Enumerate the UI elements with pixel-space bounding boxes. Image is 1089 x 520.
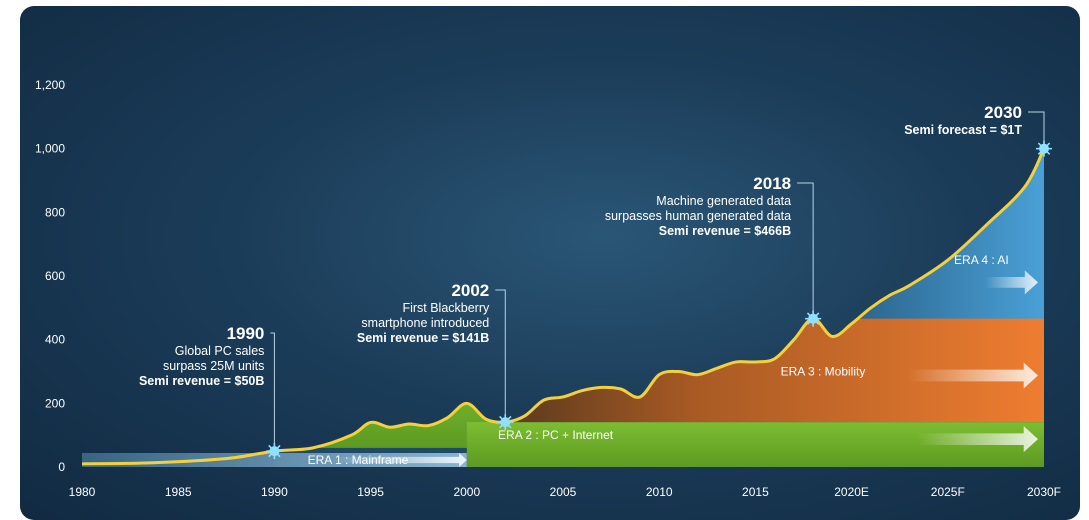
y-tick-label: 0 — [58, 460, 65, 474]
semiconductor-revenue-chart: ERA 1 : Mainframe ERA 2 : PC + Internet ER… — [35, 78, 1061, 499]
x-tick-label: 1990 — [261, 485, 288, 499]
annotation-year: 2030 — [984, 103, 1022, 122]
annotation-revenue: Semi forecast = $1T — [904, 123, 1022, 137]
era-arrow-4 — [332, 453, 467, 467]
leader-line — [1028, 111, 1045, 143]
x-tick-label: 2025F — [931, 485, 965, 499]
era-arrow-2 — [908, 362, 1038, 389]
x-tick-label: 1980 — [69, 485, 96, 499]
y-tick-label: 400 — [45, 333, 65, 347]
era-4-fill — [813, 148, 1044, 319]
area-under-curve — [274, 148, 1044, 467]
marker-ray — [499, 415, 512, 429]
era-arrow-1 — [917, 426, 1038, 453]
marker-ray — [806, 312, 820, 325]
x-tick-label: 2005 — [550, 485, 577, 499]
chart-card: ERA 1 : Mainframe ERA 2 : PC + Internet ER… — [20, 6, 1080, 520]
milestone-marker — [1036, 140, 1052, 157]
x-tick-label: 1985 — [165, 485, 192, 499]
y-tick-label: 1,000 — [35, 142, 65, 156]
annotation-year: 2002 — [451, 281, 489, 300]
leader-line — [270, 332, 275, 446]
annotation-text: surpass 25M units — [163, 359, 264, 373]
annotation-text: First Blackberry — [402, 301, 490, 315]
x-tick-label: 2030F — [1027, 485, 1061, 499]
x-tick-label: 2010 — [646, 485, 673, 499]
era-label-2: ERA 2 : PC + Internet — [498, 428, 614, 442]
y-tick-label: 1,200 — [35, 78, 65, 92]
y-tick-label: 800 — [45, 205, 65, 219]
annotation-text: smartphone introduced — [361, 316, 489, 330]
annotation-revenue: Semi revenue = $50B — [139, 374, 264, 388]
marker-ray — [268, 444, 281, 458]
revenue-line — [81, 147, 1046, 466]
y-tick-label: 600 — [45, 269, 65, 283]
x-tick-label: 2000 — [453, 485, 480, 499]
x-tick-label: 2015 — [742, 485, 769, 499]
leader-line — [495, 289, 506, 417]
milestone-marker — [266, 443, 283, 460]
marker-ray — [1037, 142, 1051, 155]
x-tick-label: 1995 — [357, 485, 384, 499]
era-label-4: ERA 4 : AI — [954, 253, 1009, 267]
axes: 0 200 400 600 800 1,000 1,200 1980 1985 1990 1995 2… — [35, 78, 1061, 499]
era-label-1: ERA 1 : Mainframe — [308, 453, 409, 467]
milestone-marker — [805, 310, 822, 327]
annotation-text: Global PC sales — [175, 344, 265, 358]
era-arrow-3 — [985, 270, 1038, 295]
annotation-year: 1990 — [227, 324, 265, 343]
annotation-text: Machine generated data — [656, 194, 791, 208]
y-tick-label: 200 — [45, 396, 65, 410]
x-tick-label: 2020E — [834, 485, 869, 499]
era-1-band — [82, 453, 467, 467]
annotation-text: surpasses human generated data — [605, 209, 791, 223]
annotation-revenue: Semi revenue = $141B — [357, 331, 489, 345]
era-label-3: ERA 3 : Mobility — [781, 365, 866, 379]
annotation-revenue: Semi revenue = $466B — [659, 224, 791, 238]
leader-line — [797, 182, 814, 313]
milestone-marker — [497, 414, 514, 431]
revenue-line-layer — [81, 147, 1046, 466]
annotation-year: 2018 — [753, 174, 791, 193]
